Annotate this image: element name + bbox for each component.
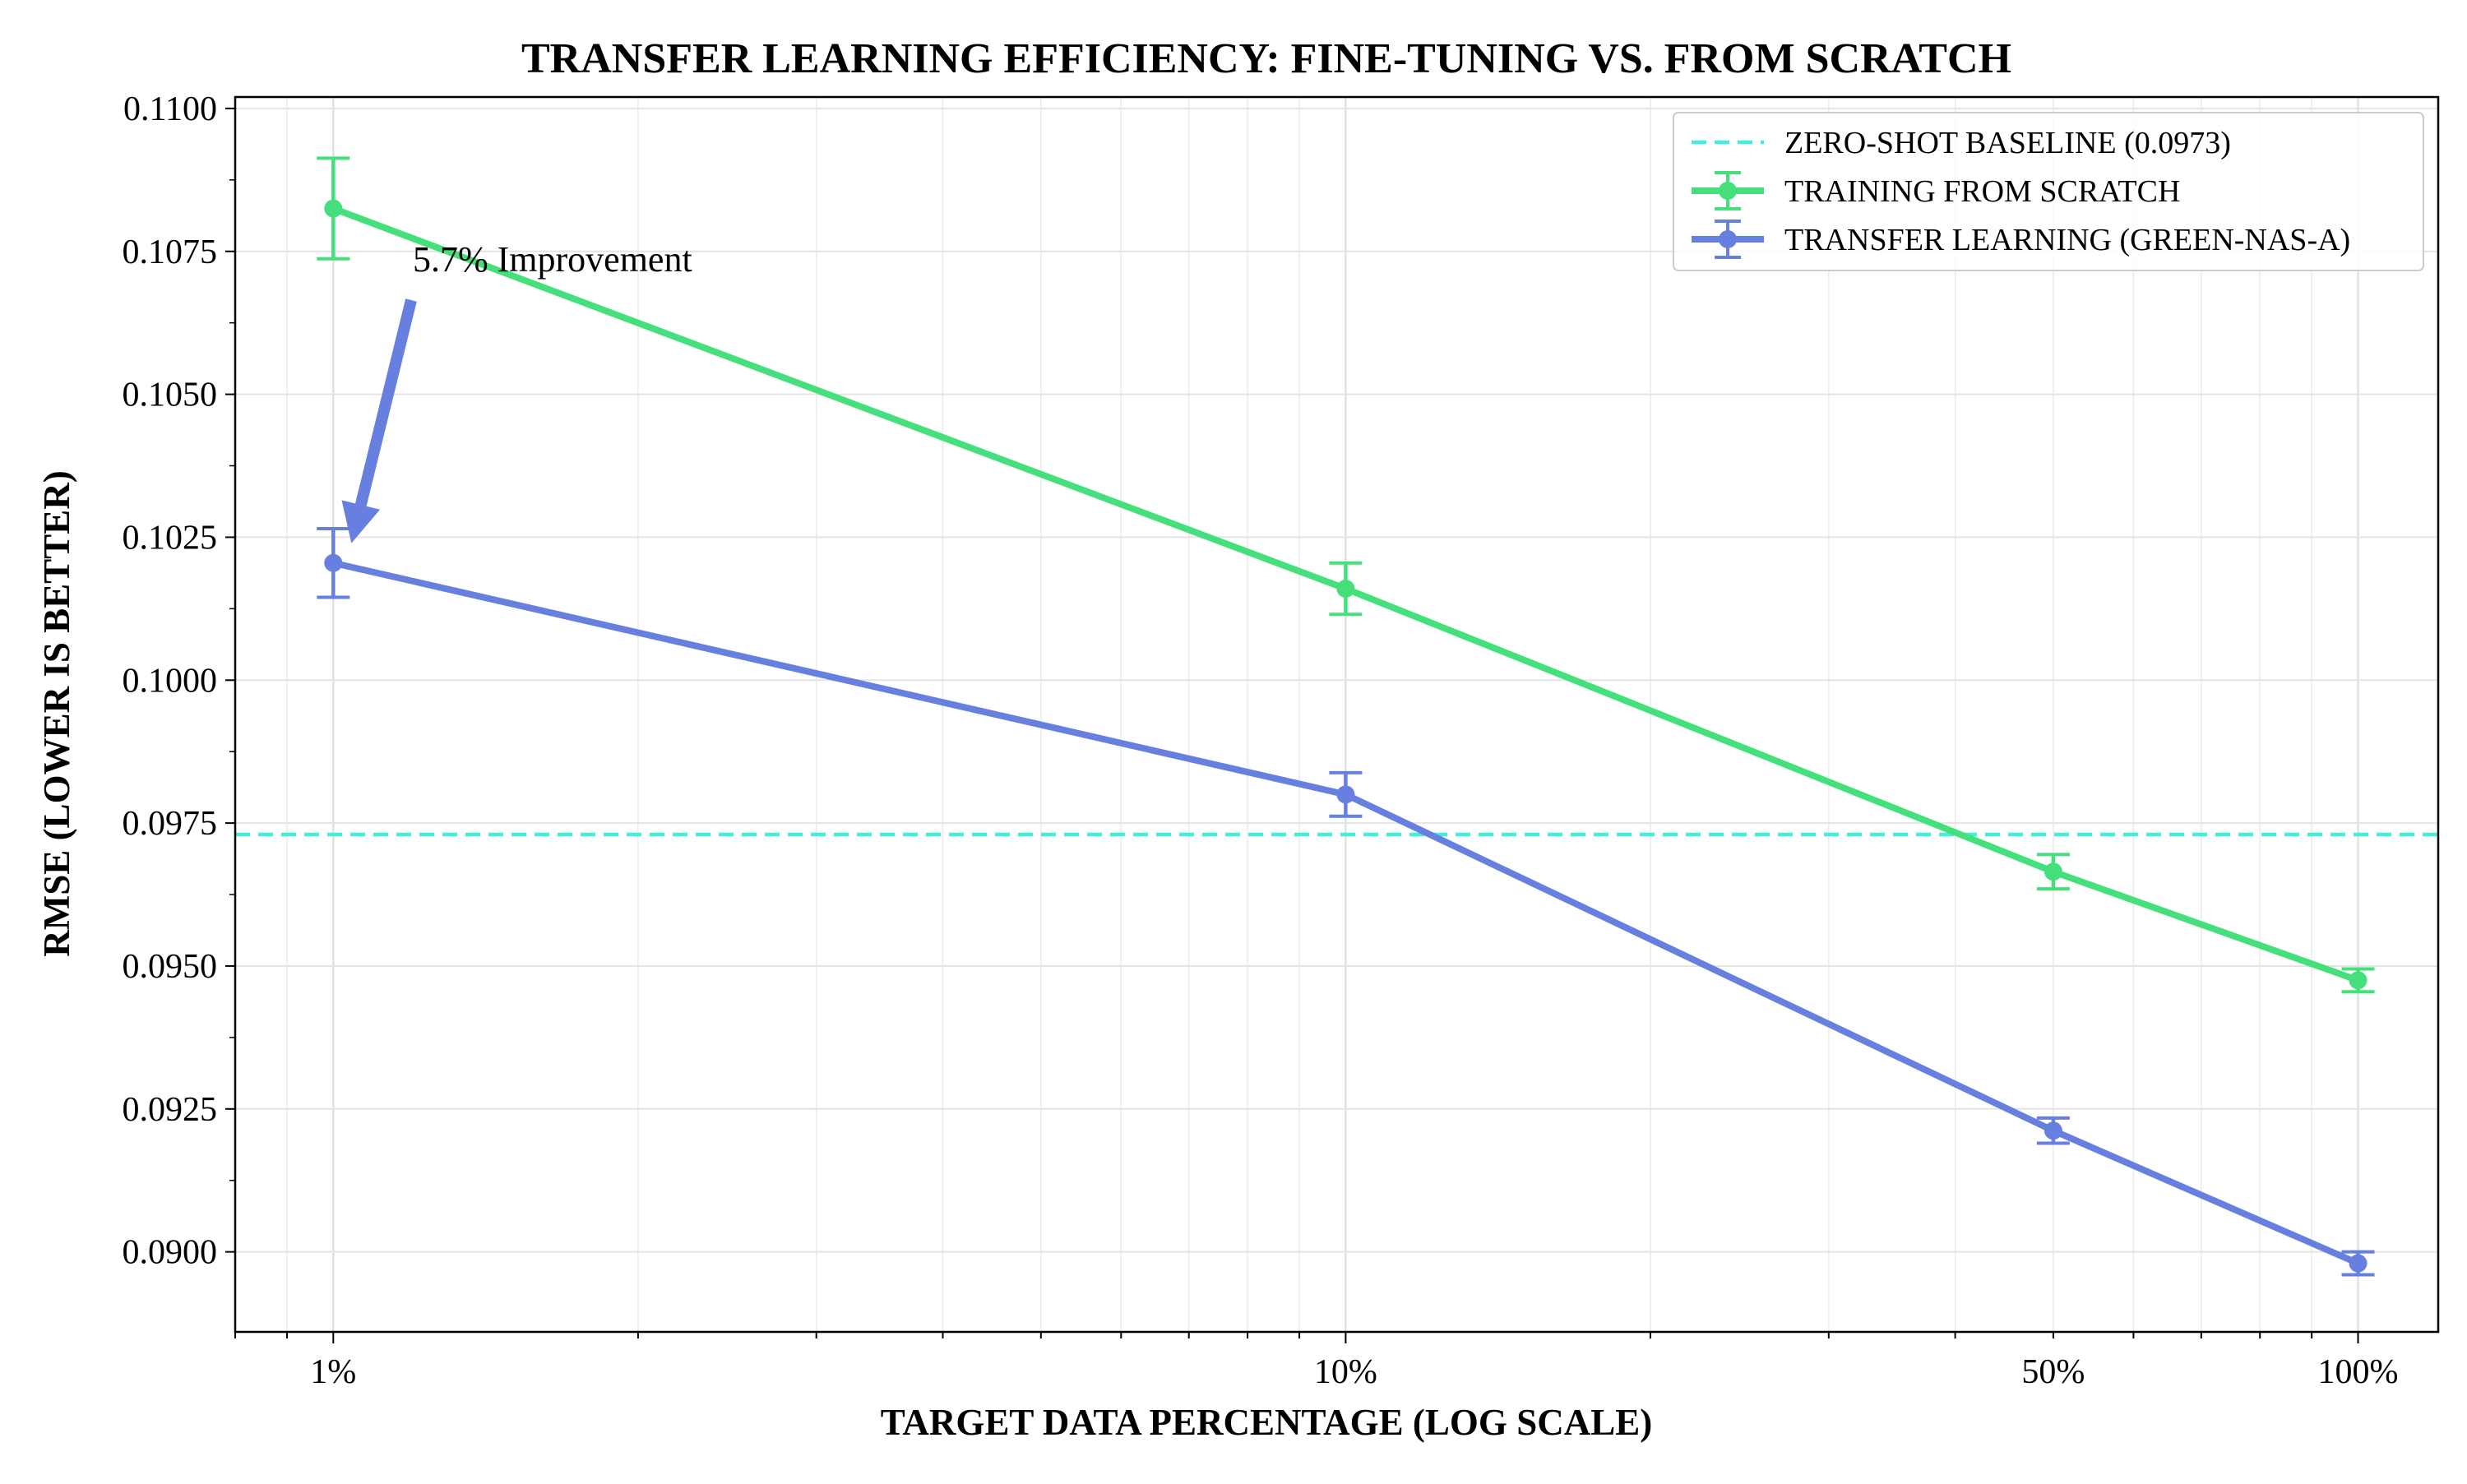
y-tick-label: 0.0925 [123, 1091, 218, 1129]
legend-marker [1719, 182, 1737, 200]
series-line [330, 559, 2362, 1267]
x-tick-label: 100% [2318, 1353, 2399, 1391]
axes-layer: 0.1100 0.1075 0.1050 0.1025 0.1000 0.0975 0.09… [123, 90, 2440, 1391]
series-line [330, 205, 2362, 984]
legend-label: TRANSFER LEARNING (GREEN-NAS-A) [1784, 223, 2350, 257]
x-axis-label: TARGET DATA PERCENTAGE (LOG SCALE) [881, 1402, 1652, 1443]
y-tick-label: 0.1050 [123, 377, 218, 414]
plot-frame [234, 95, 2440, 1334]
y-tick-label: 0.0950 [123, 948, 218, 986]
annotation-text: 5.7% Improvement [413, 239, 692, 280]
data-point [324, 199, 343, 218]
series-from-scratch [317, 156, 2375, 994]
data-point [324, 553, 343, 572]
legend-marker [1719, 230, 1737, 248]
annotation-layer: 5.7% Improvement [341, 239, 692, 543]
legend-box [1673, 112, 2424, 271]
series-transfer-learning [317, 527, 2375, 1277]
y-tick-label: 0.1100 [123, 90, 217, 128]
y-tick-label: 0.0900 [123, 1234, 218, 1272]
annotation-arrow [341, 298, 417, 543]
data-point [2349, 971, 2367, 990]
x-tick-label: 50% [2021, 1353, 2085, 1391]
data-point [1336, 785, 1355, 804]
legend: ZERO-SHOT BASELINE (0.0973) TRAINING FROM… [1673, 112, 2424, 271]
y-tick-label: 0.0975 [123, 805, 218, 843]
data-point [2043, 862, 2062, 881]
x-tick-label: 10% [1314, 1353, 1377, 1391]
grid-layer [234, 97, 2438, 1332]
chart-title: TRANSFER LEARNING EFFICIENCY: FINE-TUNIN… [521, 35, 2011, 82]
data-point [2043, 1121, 2062, 1140]
y-tick-label: 0.1000 [123, 662, 218, 700]
y-tick-label: 0.1075 [123, 233, 218, 271]
y-axis-label: RMSE (LOWER IS BETTER) [36, 470, 77, 956]
legend-label: TRAINING FROM SCRATCH [1784, 174, 2180, 209]
x-tick-label: 1% [310, 1353, 356, 1391]
legend-label: ZERO-SHOT BASELINE (0.0973) [1784, 126, 2231, 160]
y-tick-label: 0.1025 [123, 519, 218, 557]
data-point [1336, 580, 1355, 599]
series-layer [317, 156, 2375, 1277]
data-point [2349, 1254, 2367, 1273]
